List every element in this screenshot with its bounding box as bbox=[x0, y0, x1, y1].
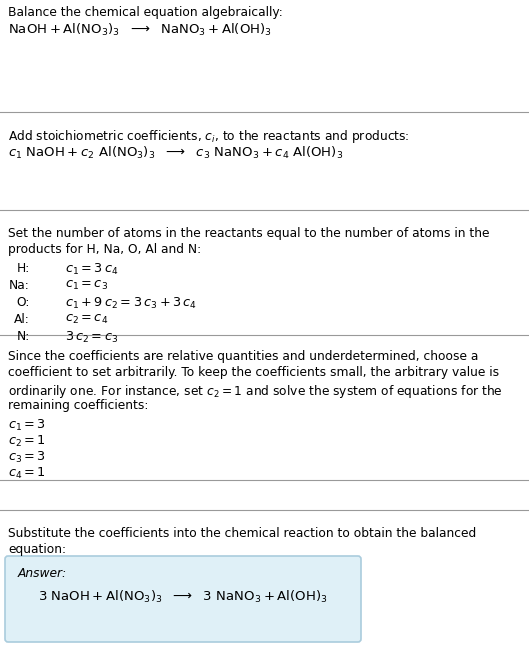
Text: Since the coefficients are relative quantities and underdetermined, choose a: Since the coefficients are relative quan… bbox=[8, 350, 478, 363]
Text: Al:: Al: bbox=[14, 313, 30, 326]
Text: N:: N: bbox=[17, 330, 30, 343]
Text: $c_1 = c_3$: $c_1 = c_3$ bbox=[65, 279, 108, 292]
Text: $\mathrm{NaOH + Al(NO_3)_3\ \ \longrightarrow\ \ NaNO_3 + Al(OH)_3}$: $\mathrm{NaOH + Al(NO_3)_3\ \ \longright… bbox=[8, 22, 272, 38]
Text: Substitute the coefficients into the chemical reaction to obtain the balanced: Substitute the coefficients into the che… bbox=[8, 527, 476, 540]
Text: Answer:: Answer: bbox=[18, 567, 67, 580]
Text: $c_1\ \mathrm{NaOH} + c_2\ \mathrm{Al(NO_3)_3}\ \ \longrightarrow\ \ c_3\ \mathr: $c_1\ \mathrm{NaOH} + c_2\ \mathrm{Al(NO… bbox=[8, 145, 343, 161]
Text: Balance the chemical equation algebraically:: Balance the chemical equation algebraica… bbox=[8, 6, 282, 19]
Text: $\mathrm{3\ NaOH + Al(NO_3)_3\ \ \longrightarrow\ \ 3\ NaNO_3 + Al(OH)_3}$: $\mathrm{3\ NaOH + Al(NO_3)_3\ \ \longri… bbox=[38, 589, 327, 605]
Text: $c_1 = 3$: $c_1 = 3$ bbox=[8, 418, 46, 433]
Text: coefficient to set arbitrarily. To keep the coefficients small, the arbitrary va: coefficient to set arbitrarily. To keep … bbox=[8, 366, 499, 379]
Text: $c_1 + 9\,c_2 = 3\,c_3 + 3\,c_4$: $c_1 + 9\,c_2 = 3\,c_3 + 3\,c_4$ bbox=[65, 296, 197, 311]
Text: O:: O: bbox=[16, 296, 30, 309]
Text: ordinarily one. For instance, set $c_2 = 1$ and solve the system of equations fo: ordinarily one. For instance, set $c_2 =… bbox=[8, 383, 503, 400]
Text: $c_1 = 3\,c_4$: $c_1 = 3\,c_4$ bbox=[65, 262, 118, 277]
Text: $c_2 = 1$: $c_2 = 1$ bbox=[8, 434, 46, 449]
Text: $c_4 = 1$: $c_4 = 1$ bbox=[8, 466, 46, 481]
Text: remaining coefficients:: remaining coefficients: bbox=[8, 399, 148, 412]
Text: Set the number of atoms in the reactants equal to the number of atoms in the: Set the number of atoms in the reactants… bbox=[8, 227, 489, 240]
Text: $c_3 = 3$: $c_3 = 3$ bbox=[8, 450, 46, 465]
Text: Na:: Na: bbox=[9, 279, 30, 292]
Text: Add stoichiometric coefficients, $c_i$, to the reactants and products:: Add stoichiometric coefficients, $c_i$, … bbox=[8, 128, 409, 145]
Text: equation:: equation: bbox=[8, 543, 66, 556]
Text: $3\,c_2 = c_3$: $3\,c_2 = c_3$ bbox=[65, 330, 118, 345]
Text: H:: H: bbox=[17, 262, 30, 275]
FancyBboxPatch shape bbox=[5, 556, 361, 642]
Text: products for H, Na, O, Al and N:: products for H, Na, O, Al and N: bbox=[8, 243, 201, 256]
Text: $c_2 = c_4$: $c_2 = c_4$ bbox=[65, 313, 108, 326]
